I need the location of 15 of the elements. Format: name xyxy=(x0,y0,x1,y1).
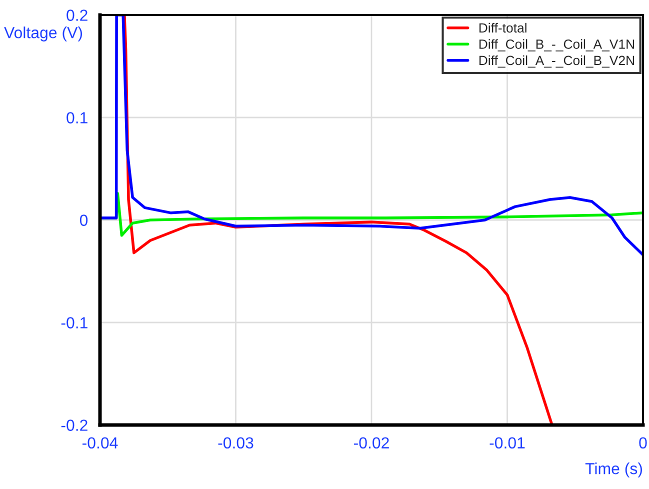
y-tick-label: 0.1 xyxy=(66,112,88,124)
y-tick-label: 0.2 xyxy=(66,10,88,21)
x-tick-label: -0.04 xyxy=(82,437,118,449)
x-tick-label: -0.02 xyxy=(354,437,389,449)
legend-label: Diff-total xyxy=(479,22,526,33)
legend-label: Diff_Coil_A_-_Coil_B_V2N xyxy=(479,55,634,68)
x-tick-label: -0.03 xyxy=(218,437,254,449)
x-tick-label: 0 xyxy=(639,437,647,449)
x-axis-title: Time (s) xyxy=(585,462,642,478)
y-tick-label: -0.2 xyxy=(61,420,88,431)
x-tick-label: -0.01 xyxy=(490,437,525,449)
legend-label: Diff_Coil_B_-_Coil_A_V1N xyxy=(479,39,634,52)
y-tick-label: 0 xyxy=(80,214,88,226)
y-tick-label: -0.1 xyxy=(61,317,88,328)
y-axis-title: Voltage (V) xyxy=(4,26,82,42)
